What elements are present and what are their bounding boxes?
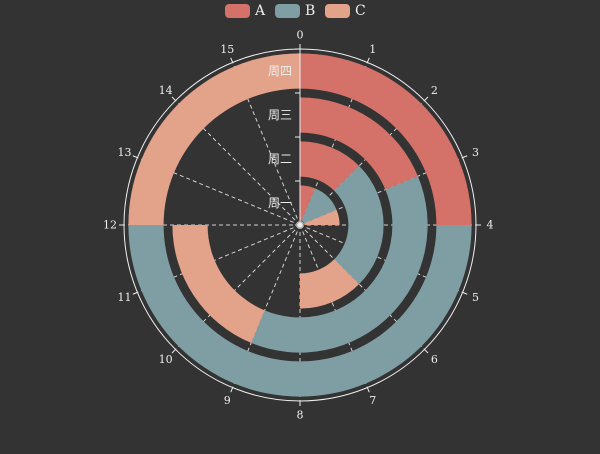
angle-tick-label-8: 8	[297, 409, 304, 422]
angle-tick-label-5: 5	[472, 291, 479, 304]
bar-A-周一	[300, 185, 316, 221]
bar-C-周一	[304, 209, 340, 225]
angle-tick-10	[171, 349, 176, 354]
split-line-5	[299, 224, 463, 293]
angle-tick-15	[230, 57, 234, 63]
split-line-6	[299, 224, 425, 350]
angle-tick-14	[171, 96, 176, 101]
bar-C-周四	[128, 53, 300, 226]
radius-label-周四: 周四	[268, 64, 292, 78]
angle-tick-7	[366, 387, 370, 393]
split-line-14	[175, 100, 301, 226]
bar-B-周二	[334, 165, 384, 285]
center-dot	[298, 223, 302, 227]
legend-swatch-C	[325, 4, 350, 18]
angle-tick-label-0: 0	[297, 29, 304, 42]
angle-tick-label-12: 12	[103, 219, 117, 232]
angle-tick-6	[424, 349, 429, 354]
angle-tick-1	[366, 57, 370, 63]
angle-tick-label-9: 9	[224, 394, 231, 407]
legend-label-C: C	[355, 3, 366, 19]
legend-label-B: B	[305, 3, 315, 19]
split-line-7	[299, 224, 368, 388]
bar-B-周一	[301, 188, 337, 224]
angle-tick-3	[462, 155, 468, 159]
split-line-13	[137, 157, 301, 226]
angle-tick-label-6: 6	[431, 353, 438, 366]
angle-tick-label-15: 15	[220, 43, 234, 56]
angle-tick-2	[424, 96, 429, 101]
radius-label-周三: 周三	[268, 108, 292, 122]
legend-label-A: A	[254, 3, 266, 19]
angle-tick-5	[462, 291, 468, 295]
radius-label-周一: 周一	[268, 196, 292, 210]
angle-tick-label-1: 1	[369, 43, 376, 56]
legend-swatch-A	[225, 4, 250, 18]
angle-tick-9	[230, 387, 234, 393]
angle-tick-11	[132, 291, 138, 295]
radius-label-周二: 周二	[268, 152, 292, 166]
bar-B-周四	[128, 225, 472, 397]
angle-tick-label-3: 3	[472, 146, 479, 159]
angle-tick-label-13: 13	[117, 146, 131, 159]
split-line-9	[232, 224, 301, 388]
angle-tick-label-4: 4	[487, 219, 494, 232]
angle-tick-label-11: 11	[117, 291, 131, 304]
angle-tick-label-14: 14	[159, 84, 173, 97]
bar-A-周四	[300, 53, 472, 226]
bar-C-周二	[300, 259, 360, 309]
bar-C-周三	[172, 225, 265, 343]
bar-A-周二	[300, 141, 360, 191]
bar-B-周三	[251, 176, 428, 353]
angle-tick-label-7: 7	[369, 394, 376, 407]
split-line-10	[175, 224, 301, 350]
split-line-15	[232, 62, 301, 226]
angle-tick-13	[132, 155, 138, 159]
legend-swatch-B	[275, 4, 300, 18]
bar-A-周三	[300, 97, 418, 190]
bars	[128, 53, 472, 397]
angle-tick-label-10: 10	[159, 353, 173, 366]
angle-tick-label-2: 2	[431, 84, 438, 97]
split-line-11	[137, 224, 301, 293]
legend: A B C	[225, 3, 366, 19]
